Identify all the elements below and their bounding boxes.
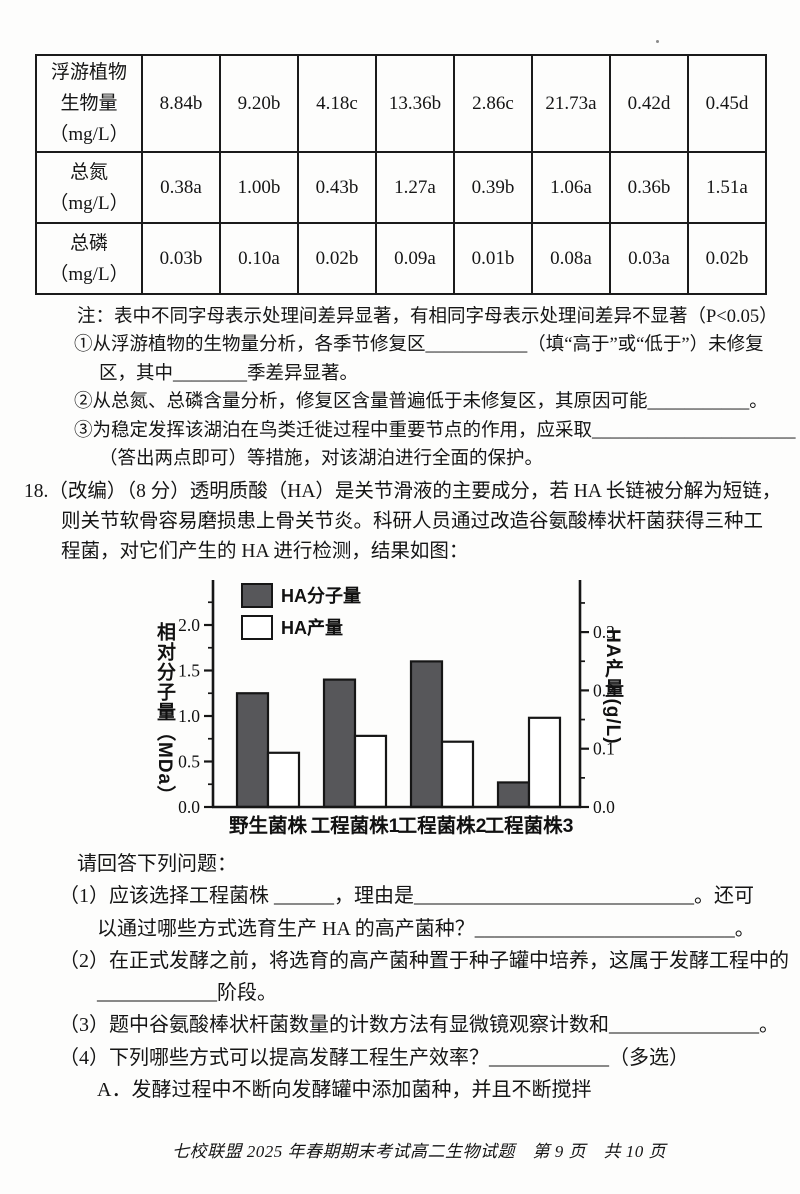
table-cell: 4.18c: [297, 54, 377, 153]
question-2: （2）在正式发酵之前，将选育的高产菌种置于种子罐中培养，这属于发酵工程中的: [59, 949, 789, 972]
table-cell: 0.03a: [609, 222, 689, 295]
row-header-phytoplankton: 浮游植物 生物量 （mg/L）: [35, 54, 143, 153]
question-18-stem: 18.（改编）（8 分）透明质酸（HA）是关节滑液的主要成分，若 HA 长链被分…: [0, 477, 800, 567]
legend-label-yield: HA产量: [281, 617, 343, 638]
x-category-label: 工程菌株3: [485, 814, 574, 837]
questions-intro: 请回答下列问题：: [77, 853, 237, 875]
bar-yield: [266, 751, 301, 809]
q18-line-2: 则关节软骨容易磨损患上骨关节炎。科研人员通过改造谷氨酸棒状杆菌获得三种工: [61, 511, 764, 532]
table-cell: 21.73a: [531, 54, 611, 153]
x-category-label: 工程菌株2: [398, 814, 487, 837]
question-4: （4）下列哪些方式可以提高发酵工程生产效率？____________（多选）: [59, 1046, 689, 1069]
table-cell: 0.08a: [531, 222, 611, 295]
water-quality-table-wrap: 浮游植物 生物量 （mg/L） 8.84b 9.20b 4.18c 13.36b…: [35, 54, 767, 295]
water-quality-table: 浮游植物 生物量 （mg/L） 8.84b 9.20b 4.18c 13.36b…: [35, 54, 767, 295]
table-cell: 0.45d: [687, 54, 767, 153]
table-cell: 0.10a: [219, 222, 299, 295]
question-1-cont: 以通过哪些方式选育生产 HA 的高产菌种？___________________…: [97, 917, 755, 940]
table-cell: 0.39b: [453, 151, 533, 224]
table-cell: 0.36b: [609, 151, 689, 224]
table-cell: 0.43b: [297, 151, 377, 224]
ha-bar-chart: 野生菌株 工程菌株1 工程菌株2 工程菌株3 0.0 0.5 1.0 1.5 2.0 0.0 0.1…: [145, 574, 665, 844]
left-axis-tick-label: 1.0: [178, 706, 200, 726]
left-axis-tick-label: 0.0: [178, 797, 200, 817]
left-axis-label: 相对分子量（MDa）: [154, 622, 175, 806]
bar-yield: [527, 716, 562, 809]
bar-molecular-weight: [496, 781, 531, 809]
legend-swatch-yield: [241, 615, 273, 640]
left-axis-tick-label: 1.5: [178, 661, 200, 681]
page-footer: 七校联盟 2025 年春期期末考试高二生物试题 第 9 页 共 10 页: [172, 1142, 666, 1161]
table-cell: 1.06a: [531, 151, 611, 224]
row-header-total-nitrogen: 总氮 （mg/L）: [35, 151, 143, 224]
legend-label-molecular-weight: HA分子量: [281, 585, 361, 606]
note-significance: 注：表中不同字母表示处理间差异显著，有相同字母表示处理间差异不显著（P<0.05…: [77, 307, 778, 327]
table-notes: 注：表中不同字母表示处理间差异显著，有相同字母表示处理间差异不显著（P<0.05…: [0, 303, 800, 473]
legend-swatch-molecular-weight: [241, 583, 273, 608]
table-cell: 13.36b: [375, 54, 455, 153]
table-cell: 0.38a: [141, 151, 221, 224]
left-axis-tick-label: 2.0: [178, 615, 200, 635]
right-axis-tick-label: 0.0: [593, 797, 615, 817]
table-cell: 1.51a: [687, 151, 767, 224]
bar-molecular-weight: [409, 660, 444, 809]
question-1: （1）应该选择工程菌株 ______，理由是__________________…: [59, 885, 754, 908]
ink-speck: [656, 40, 659, 43]
table-cell: 0.02b: [297, 222, 377, 295]
question-4-option-a: A．发酵过程中不断向发酵罐中添加菌种，并且不断搅拌: [97, 1079, 592, 1102]
table-cell: 0.01b: [453, 222, 533, 295]
x-category-label: 工程菌株1: [311, 814, 400, 837]
table-cell: 1.00b: [219, 151, 299, 224]
question-2-cont: ____________阶段。: [97, 982, 277, 1005]
note-item-1: ①从浮游植物的生物量分析，各季节修复区___________（填“高于”或“低于…: [74, 335, 764, 356]
left-axis-tick-label: 0.5: [178, 752, 200, 772]
table-cell: 0.02b: [687, 222, 767, 295]
note-item-2: ②从总氮、总磷含量分析，修复区含量普遍低于未修复区，其原因可能_________…: [74, 392, 768, 413]
table-cell: 0.42d: [609, 54, 689, 153]
right-axis-tick-label: 0.2: [593, 680, 615, 700]
table-row-total-nitrogen: 总氮 （mg/L） 0.38a 1.00b 0.43b 1.27a 0.39b …: [35, 151, 767, 224]
bar-yield: [440, 740, 475, 809]
table-row-total-phosphorus: 总磷 （mg/L） 0.03b 0.10a 0.02b 0.09a 0.01b …: [35, 222, 767, 295]
table-cell: 8.84b: [141, 54, 221, 153]
bar-yield: [353, 734, 388, 809]
q18-line-3: 程菌，对它们产生的 HA 进行检测，结果如图：: [61, 541, 469, 562]
note-item-3: ③为稳定发挥该湖泊在鸟类迁徙过程中重要节点的作用，应采取____________…: [74, 420, 796, 441]
table-cell: 2.86c: [453, 54, 533, 153]
table-cell: 1.27a: [375, 151, 455, 224]
q18-line-1: 18.（改编）（8 分）透明质酸（HA）是关节滑液的主要成分，若 HA 长链被分…: [24, 481, 782, 502]
note-item-3-cont: （答出两点即可）等措施，对该湖泊进行全面的保护。: [99, 449, 544, 470]
row-header-total-phosphorus: 总磷 （mg/L）: [35, 222, 143, 295]
question-3: （3）题中谷氨酸棒状杆菌数量的计数方法有显微镜观察计数和____________…: [59, 1014, 779, 1037]
right-axis-label: HA产量(g/L): [602, 629, 623, 745]
table-cell: 0.09a: [375, 222, 455, 295]
table-cell: 9.20b: [219, 54, 299, 153]
note-item-1-cont: 区，其中________季差异显著。: [99, 363, 359, 384]
x-category-label: 野生菌株: [229, 814, 308, 837]
right-axis-tick-label: 0.3: [593, 622, 615, 642]
table-row-phytoplankton: 浮游植物 生物量 （mg/L） 8.84b 9.20b 4.18c 13.36b…: [35, 54, 767, 153]
bar-molecular-weight: [322, 678, 357, 809]
bar-molecular-weight: [235, 692, 270, 809]
question-18-subquestions: 请回答下列问题： （1）应该选择工程菌株 ______，理由是_________…: [0, 848, 800, 1106]
right-axis-tick-label: 0.1: [593, 739, 615, 759]
table-cell: 0.03b: [141, 222, 221, 295]
